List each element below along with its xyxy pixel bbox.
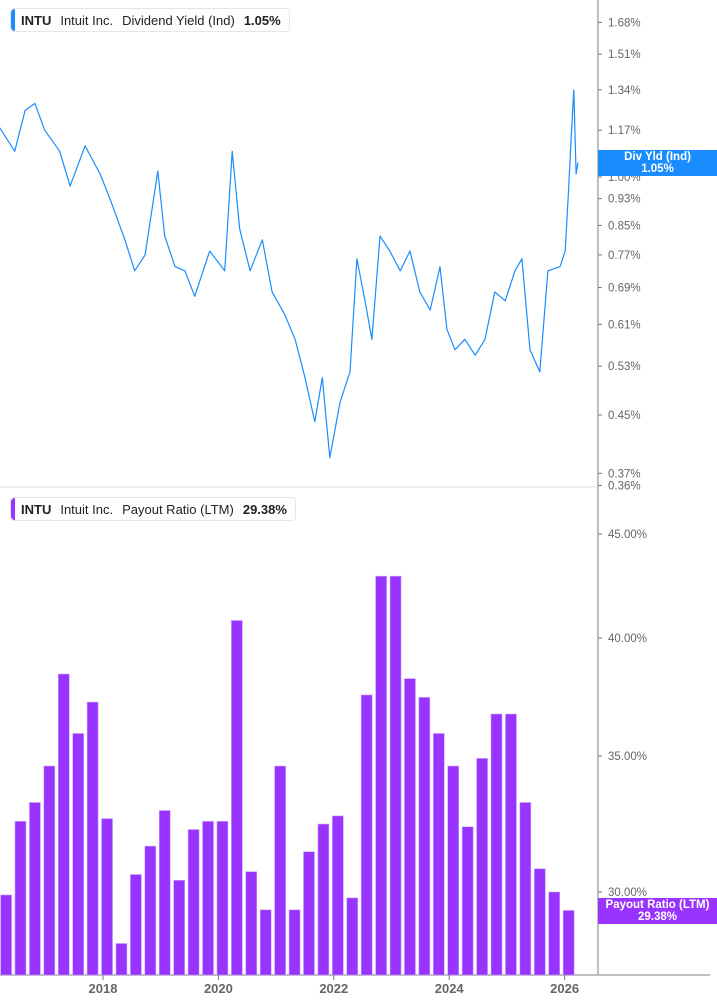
yield-legend-swatch bbox=[11, 9, 15, 31]
payout-bar bbox=[288, 909, 301, 976]
yield-y-tick-label: 0.36% bbox=[608, 480, 641, 492]
payout-bar bbox=[519, 802, 532, 976]
yield-last-value-flag: Div Yld (Ind) 1.05% bbox=[598, 150, 717, 176]
yield-flag-value: 1.05% bbox=[641, 163, 674, 175]
yield-y-tick-label: 0.45% bbox=[608, 410, 641, 422]
payout-legend-swatch bbox=[11, 498, 15, 520]
payout-bar bbox=[375, 575, 387, 976]
payout-y-tick-label: 45.00% bbox=[608, 529, 647, 541]
payout-bar bbox=[144, 845, 157, 976]
payout-bar bbox=[216, 821, 229, 976]
payout-bar bbox=[173, 880, 185, 976]
payout-bar bbox=[72, 733, 84, 976]
yield-legend-ticker: INTU bbox=[21, 12, 52, 28]
payout-bar bbox=[130, 874, 142, 976]
payout-bar bbox=[259, 909, 272, 976]
yield-y-tick-label: 1.17% bbox=[608, 125, 641, 137]
yield-flag-name: Div Yld (Ind) bbox=[624, 151, 691, 163]
yield-y-tick-label: 1.34% bbox=[608, 85, 641, 97]
payout-y-tick-label: 40.00% bbox=[608, 633, 647, 645]
payout-bar bbox=[14, 821, 27, 976]
payout-flag-name: Payout Ratio (LTM) bbox=[605, 899, 710, 911]
yield-y-tick-label: 0.85% bbox=[608, 220, 641, 232]
x-tick-label: 2024 bbox=[435, 981, 465, 996]
payout-bar bbox=[231, 620, 243, 976]
payout-bar bbox=[404, 678, 416, 976]
payout-bar bbox=[533, 868, 546, 976]
payout-bar bbox=[101, 818, 113, 976]
dividend-yield-line bbox=[0, 89, 579, 459]
payout-bar bbox=[57, 673, 70, 976]
payout-bar bbox=[29, 802, 41, 976]
payout-bar bbox=[332, 815, 344, 976]
payout-bar bbox=[490, 713, 503, 976]
payout-bar bbox=[562, 910, 575, 976]
payout-legend-value: 29.38% bbox=[242, 501, 287, 517]
payout-bar bbox=[202, 821, 214, 976]
yield-legend: INTU Intuit Inc. Dividend Yield (Ind) 1.… bbox=[10, 8, 290, 32]
payout-bar bbox=[505, 713, 517, 976]
x-tick-label: 2018 bbox=[89, 981, 118, 996]
payout-bar bbox=[303, 851, 315, 976]
payout-legend: INTU Intuit Inc. Payout Ratio (LTM) 29.3… bbox=[10, 497, 296, 521]
payout-bar bbox=[418, 697, 431, 976]
payout-last-value-flag: Payout Ratio (LTM) 29.38% bbox=[598, 898, 717, 924]
payout-legend-company: Intuit Inc. bbox=[60, 501, 114, 517]
payout-bar bbox=[86, 701, 99, 976]
payout-bar bbox=[461, 826, 474, 976]
payout-bar bbox=[274, 765, 286, 976]
payout-bar bbox=[187, 829, 200, 976]
yield-y-tick-label: 0.69% bbox=[608, 283, 641, 295]
payout-y-tick-label: 35.00% bbox=[608, 751, 647, 763]
yield-legend-value: 1.05% bbox=[243, 12, 281, 28]
payout-bar bbox=[43, 765, 56, 976]
payout-flag-value: 29.38% bbox=[637, 911, 677, 923]
yield-y-tick-label: 0.93% bbox=[608, 194, 641, 206]
payout-bar bbox=[158, 810, 171, 976]
payout-legend-ticker: INTU bbox=[21, 501, 52, 517]
payout-bar bbox=[476, 758, 488, 976]
payout-bar bbox=[0, 894, 12, 976]
yield-y-tick-label: 0.37% bbox=[608, 468, 641, 480]
x-tick-label: 2022 bbox=[319, 981, 348, 996]
yield-y-tick-label: 1.51% bbox=[608, 49, 641, 61]
payout-bar bbox=[346, 897, 359, 976]
yield-y-tick-label: 1.68% bbox=[608, 17, 641, 29]
payout-bar bbox=[433, 733, 445, 976]
payout-bar bbox=[115, 943, 128, 976]
payout-y-tick-label: 30.00% bbox=[608, 887, 647, 899]
payout-bar bbox=[447, 765, 460, 976]
yield-y-tick-label: 0.77% bbox=[608, 250, 641, 262]
payout-bar bbox=[360, 694, 373, 976]
x-tick-label: 2026 bbox=[550, 981, 579, 996]
payout-bar bbox=[389, 575, 402, 976]
yield-y-tick-label: 0.61% bbox=[608, 319, 641, 331]
payout-legend-metric: Payout Ratio (LTM) bbox=[122, 501, 234, 517]
payout-bar bbox=[245, 871, 258, 976]
payout-bar bbox=[317, 823, 330, 976]
payout-bar bbox=[548, 891, 561, 976]
yield-y-tick-label: 0.53% bbox=[608, 361, 641, 373]
x-tick-label: 2020 bbox=[204, 981, 233, 996]
yield-legend-metric: Dividend Yield (Ind) bbox=[122, 12, 235, 28]
yield-legend-company: Intuit Inc. bbox=[60, 12, 114, 28]
